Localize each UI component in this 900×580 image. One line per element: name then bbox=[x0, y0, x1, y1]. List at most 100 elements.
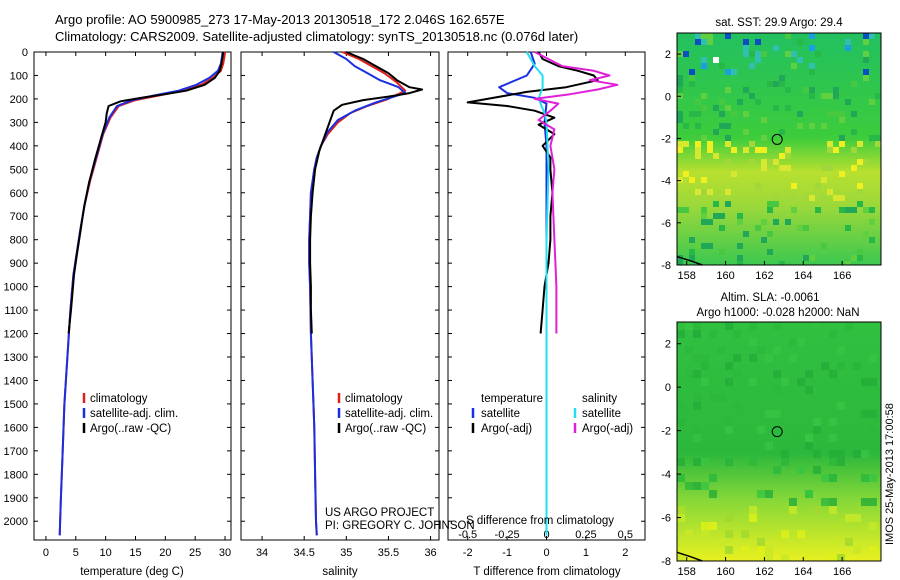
sst-cell bbox=[695, 39, 701, 45]
sla-cell bbox=[765, 546, 773, 554]
x-tick-label: 1 bbox=[583, 547, 589, 559]
sst-cell bbox=[875, 135, 881, 141]
sla-cell bbox=[805, 442, 813, 450]
sst-cell bbox=[683, 141, 689, 147]
difference-series-line bbox=[533, 51, 619, 334]
sst-cell bbox=[743, 51, 749, 57]
sst-cell bbox=[863, 57, 869, 63]
sst-cell bbox=[821, 177, 827, 183]
sst-cell bbox=[677, 87, 683, 93]
sla-cell bbox=[677, 418, 685, 426]
sla-cell bbox=[685, 530, 693, 538]
sst-cell bbox=[857, 255, 863, 261]
sla-cell bbox=[869, 410, 877, 418]
project-label: US ARGO PROJECT bbox=[325, 507, 434, 519]
sst-cell bbox=[701, 105, 707, 111]
chart-title-line1: Argo profile: AO 5900985_273 17-May-2013… bbox=[55, 12, 505, 27]
sst-cell bbox=[845, 45, 851, 51]
sst-cell bbox=[809, 63, 815, 69]
salinity-xlabel: salinity bbox=[322, 566, 357, 578]
sst-cell bbox=[689, 255, 695, 261]
sst-cell bbox=[839, 111, 845, 117]
map-y-tick-label: -6 bbox=[661, 513, 671, 525]
sst-cell bbox=[695, 135, 701, 141]
sla-cell bbox=[845, 538, 853, 546]
depth-tick-label: 600 bbox=[10, 188, 28, 200]
sst-cell bbox=[677, 117, 683, 123]
argo-position-marker bbox=[771, 426, 783, 438]
sst-cell bbox=[809, 87, 815, 93]
sla-cell bbox=[701, 530, 709, 538]
sla-cell bbox=[685, 370, 693, 378]
map-y-tick-label: -4 bbox=[661, 176, 671, 188]
sst-cell bbox=[761, 135, 767, 141]
depth-tick-label: 1900 bbox=[4, 493, 28, 505]
sla-cell bbox=[749, 322, 757, 330]
temperature-xlabel: temperature (deg C) bbox=[80, 566, 184, 578]
sst-cell bbox=[689, 111, 695, 117]
sst-cell bbox=[707, 39, 713, 45]
s-diff-tick-label: 0.25 bbox=[575, 529, 596, 541]
sla-cell bbox=[693, 402, 701, 410]
sst-cell bbox=[689, 237, 695, 243]
sst-cell bbox=[827, 189, 833, 195]
sst-cell bbox=[719, 225, 725, 231]
sst-cell bbox=[749, 141, 755, 147]
sla-cell bbox=[717, 394, 725, 402]
temperature-legend: climatology satellite-adj. clim. Argo(..… bbox=[82, 393, 178, 435]
sst-cell bbox=[725, 105, 731, 111]
sla-cell bbox=[789, 506, 797, 514]
sst-cell bbox=[851, 147, 857, 153]
salinity-series-line bbox=[309, 51, 424, 334]
sst-cell bbox=[677, 207, 683, 213]
sla-cell bbox=[789, 434, 797, 442]
sst-cell bbox=[821, 93, 827, 99]
sla-cell bbox=[797, 530, 805, 538]
sst-cell bbox=[689, 177, 695, 183]
sla-cell bbox=[749, 514, 757, 522]
sla-cell bbox=[845, 322, 853, 330]
map-y-tick-label: 2 bbox=[665, 339, 671, 351]
sla-cell bbox=[869, 474, 877, 482]
sst-cell bbox=[689, 249, 695, 255]
depth-tick-label: 1200 bbox=[4, 329, 28, 341]
pi-label: PI: GREGORY C. JOHNSON bbox=[325, 520, 475, 532]
sst-cell bbox=[725, 123, 731, 129]
sla-cell bbox=[813, 418, 821, 426]
sst-cell bbox=[815, 51, 821, 57]
sla-cell bbox=[709, 330, 717, 338]
sla-cell bbox=[725, 362, 733, 370]
sst-cell bbox=[761, 219, 767, 225]
legend-label-s-satellite: satellite bbox=[582, 408, 621, 420]
sla-cell bbox=[837, 402, 845, 410]
map-x-tick-label: 164 bbox=[794, 566, 812, 578]
sst-cell bbox=[839, 171, 845, 177]
sst-cell bbox=[851, 111, 857, 117]
timestamp-stamp: IMOS 25-May-2013 17:00:58 bbox=[884, 403, 896, 545]
sst-cell bbox=[683, 171, 689, 177]
sst-cell bbox=[779, 165, 785, 171]
sla-cell bbox=[773, 466, 781, 474]
sst-cell bbox=[749, 63, 755, 69]
sst-cell bbox=[749, 51, 755, 57]
sst-cell bbox=[677, 147, 683, 153]
sst-cell bbox=[809, 69, 815, 75]
x-tick-label: 0 bbox=[43, 547, 49, 559]
sst-cell bbox=[857, 141, 863, 147]
temperature-panel-frame bbox=[33, 51, 232, 541]
sla-cell bbox=[693, 434, 701, 442]
sst-cell bbox=[701, 135, 707, 141]
sla-cell bbox=[725, 514, 733, 522]
sst-cell bbox=[743, 45, 749, 51]
sla-cell bbox=[693, 458, 701, 466]
difference-xlabel: T difference from climatology bbox=[473, 566, 620, 578]
sst-cell bbox=[815, 207, 821, 213]
legend-label-argo: Argo(..raw -QC) bbox=[345, 423, 426, 435]
sla-cell bbox=[813, 466, 821, 474]
coastline bbox=[676, 255, 703, 266]
sst-cell bbox=[803, 255, 809, 261]
x-tick-label: 2 bbox=[622, 547, 628, 559]
map-x-tick-label: 160 bbox=[716, 566, 734, 578]
sla-cell bbox=[733, 330, 741, 338]
sst-cell bbox=[695, 147, 701, 153]
